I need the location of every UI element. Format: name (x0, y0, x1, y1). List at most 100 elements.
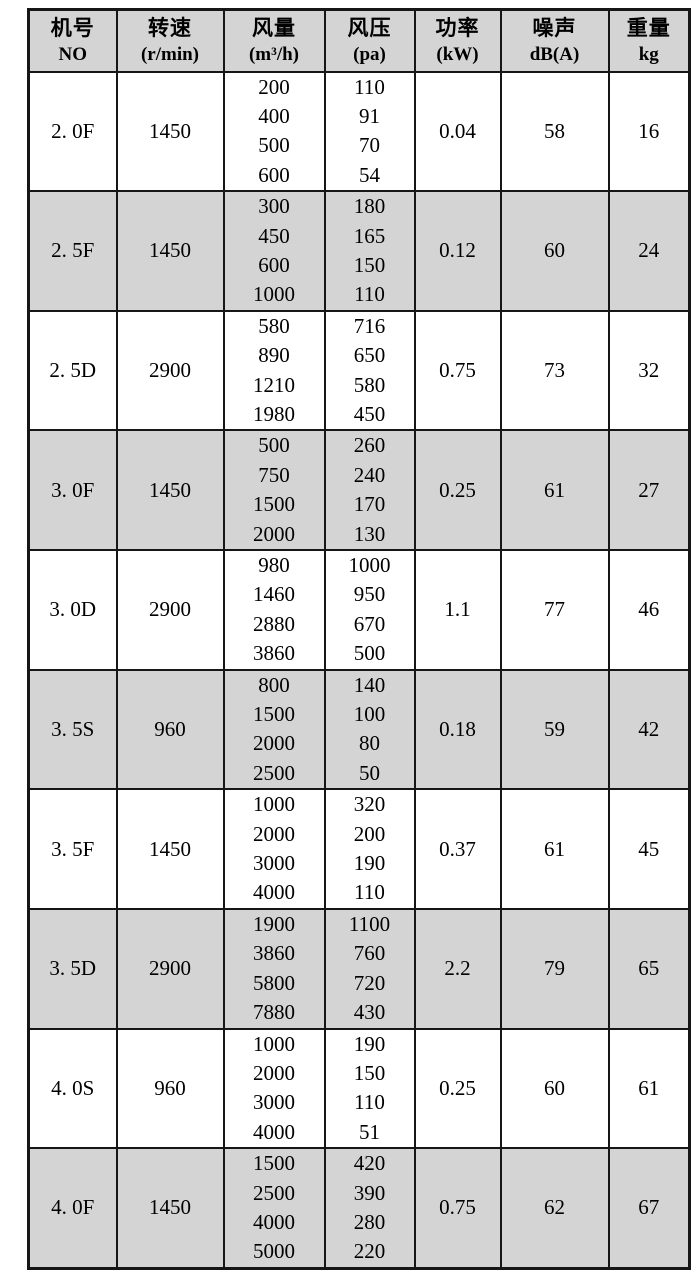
cell-noise: 73 (499, 309, 610, 432)
cell-model-no: 2. 0F (27, 70, 118, 193)
cell-speed: 1450 (115, 788, 225, 910)
airflow-value: 1000 (253, 1031, 295, 1056)
column-header-weight: 重量 kg (607, 8, 691, 73)
pressure-value: 150 (353, 252, 386, 277)
cell-model-no: 2. 5D (27, 309, 118, 432)
pressure-value: 70 (359, 133, 380, 158)
airflow-value: 980 (258, 553, 290, 577)
pressure-value: 110 (354, 1090, 385, 1115)
airflow-value: 2880 (253, 611, 295, 636)
airflow-value: 1000 (253, 282, 295, 307)
airflow-value: 1500 (253, 1151, 295, 1176)
table-row: 3. 0D 2900 980 1460 2880 3860 1000 950 6… (27, 549, 691, 671)
cell-power: 0.75 (413, 309, 502, 432)
table-header: 机号 NO 转速 (r/min) 风量 (m³/h) 风压 (pa) 功率 (27, 8, 691, 73)
table-row: 4. 0F 1450 1500 2500 4000 5000 420 390 2… (27, 1147, 691, 1270)
pressure-value: 720 (353, 970, 386, 995)
table-row: 2. 5F 1450 300 450 600 1000 180 165 150 … (27, 190, 691, 312)
airflow-value: 1500 (253, 702, 295, 727)
cell-weight: 16 (607, 70, 691, 193)
cell-pressure: 140 100 80 50 (323, 668, 416, 791)
airflow-value: 5800 (253, 970, 295, 995)
airflow-value: 890 (258, 343, 290, 368)
table-row: 3. 5D 2900 1900 3860 5800 7880 1100 760 … (27, 907, 691, 1030)
airflow-value: 1500 (253, 492, 295, 517)
cell-pressure: 716 650 580 450 (323, 309, 416, 432)
pressure-value: 100 (353, 702, 386, 727)
pressure-value: 140 (353, 672, 386, 697)
pressure-value: 190 (353, 851, 386, 876)
airflow-value: 580 (258, 313, 290, 338)
pressure-value: 420 (353, 1151, 386, 1176)
header-row: 机号 NO 转速 (r/min) 风量 (m³/h) 风压 (pa) 功率 (27, 8, 691, 73)
pressure-value: 580 (353, 372, 386, 397)
cell-speed: 1450 (115, 1147, 225, 1270)
pressure-value: 91 (359, 103, 380, 128)
pressure-value: 50 (359, 760, 380, 785)
cell-power: 2.2 (413, 907, 502, 1030)
cell-pressure: 180 165 150 110 (323, 190, 416, 312)
airflow-value: 400 (258, 103, 290, 128)
pressure-value: 80 (359, 731, 380, 756)
header-label-zh: 风压 (347, 15, 392, 40)
airflow-value: 2000 (253, 731, 295, 756)
cell-model-no: 3. 5F (27, 788, 118, 910)
cell-airflow: 1000 2000 3000 4000 (222, 1027, 326, 1150)
cell-weight: 67 (607, 1147, 691, 1270)
cell-noise: 58 (499, 70, 610, 193)
cell-weight: 42 (607, 668, 691, 791)
cell-airflow: 980 1460 2880 3860 (222, 549, 326, 671)
table-row: 4. 0S 960 1000 2000 3000 4000 190 150 11… (27, 1027, 691, 1150)
airflow-value: 1980 (253, 401, 295, 426)
airflow-value: 500 (258, 133, 290, 158)
cell-noise: 77 (499, 549, 610, 671)
header-label-sub: NO (58, 43, 88, 65)
pressure-value: 110 (354, 282, 385, 307)
pressure-value: 500 (353, 641, 386, 666)
cell-speed: 1450 (115, 70, 225, 193)
airflow-value: 200 (258, 74, 290, 99)
pressure-value: 390 (353, 1180, 386, 1205)
cell-speed: 2900 (115, 309, 225, 432)
pressure-value: 430 (353, 1000, 386, 1025)
table-row: 2. 0F 1450 200 400 500 600 110 91 70 54 … (27, 70, 691, 193)
airflow-value: 4000 (253, 880, 295, 905)
pressure-value: 110 (354, 880, 385, 905)
cell-pressure: 320 200 190 110 (323, 788, 416, 910)
cell-model-no: 3. 5S (27, 668, 118, 791)
airflow-value: 500 (258, 433, 290, 458)
cell-airflow: 200 400 500 600 (222, 70, 326, 193)
airflow-value: 3860 (253, 941, 295, 966)
header-label-sub: kg (638, 43, 659, 65)
column-header-pressure: 风压 (pa) (323, 8, 416, 73)
pressure-value: 950 (353, 582, 386, 607)
cell-model-no: 3. 0D (27, 549, 118, 671)
header-label-zh: 转速 (148, 15, 192, 40)
airflow-value: 300 (258, 194, 290, 219)
pressure-value: 280 (353, 1209, 386, 1234)
column-header-noise: 噪声 dB(A) (499, 8, 610, 73)
cell-model-no: 3. 5D (27, 907, 118, 1030)
table-body: 2. 0F 1450 200 400 500 600 110 91 70 54 … (27, 70, 691, 1270)
table-row: 2. 5D 2900 580 890 1210 1980 716 650 580… (27, 309, 691, 432)
cell-speed: 2900 (115, 549, 225, 671)
airflow-value: 4000 (253, 1209, 295, 1234)
pressure-value: 320 (353, 792, 386, 817)
cell-weight: 32 (607, 309, 691, 432)
airflow-value: 800 (258, 672, 290, 697)
header-label-sub: (m³/h) (248, 43, 300, 65)
pressure-value: 240 (353, 462, 386, 487)
cell-power: 0.75 (413, 1147, 502, 1270)
pressure-value: 716 (353, 313, 386, 338)
header-label-sub: (kW) (436, 43, 479, 65)
cell-airflow: 1900 3860 5800 7880 (222, 907, 326, 1030)
cell-speed: 2900 (115, 907, 225, 1030)
airflow-value: 4000 (253, 1119, 295, 1144)
pressure-value: 54 (359, 162, 380, 187)
cell-weight: 61 (607, 1027, 691, 1150)
pressure-value: 130 (353, 521, 386, 546)
pressure-value: 220 (353, 1239, 386, 1264)
airflow-value: 600 (258, 252, 290, 277)
cell-pressure: 110 91 70 54 (323, 70, 416, 193)
cell-model-no: 3. 0F (27, 429, 118, 551)
